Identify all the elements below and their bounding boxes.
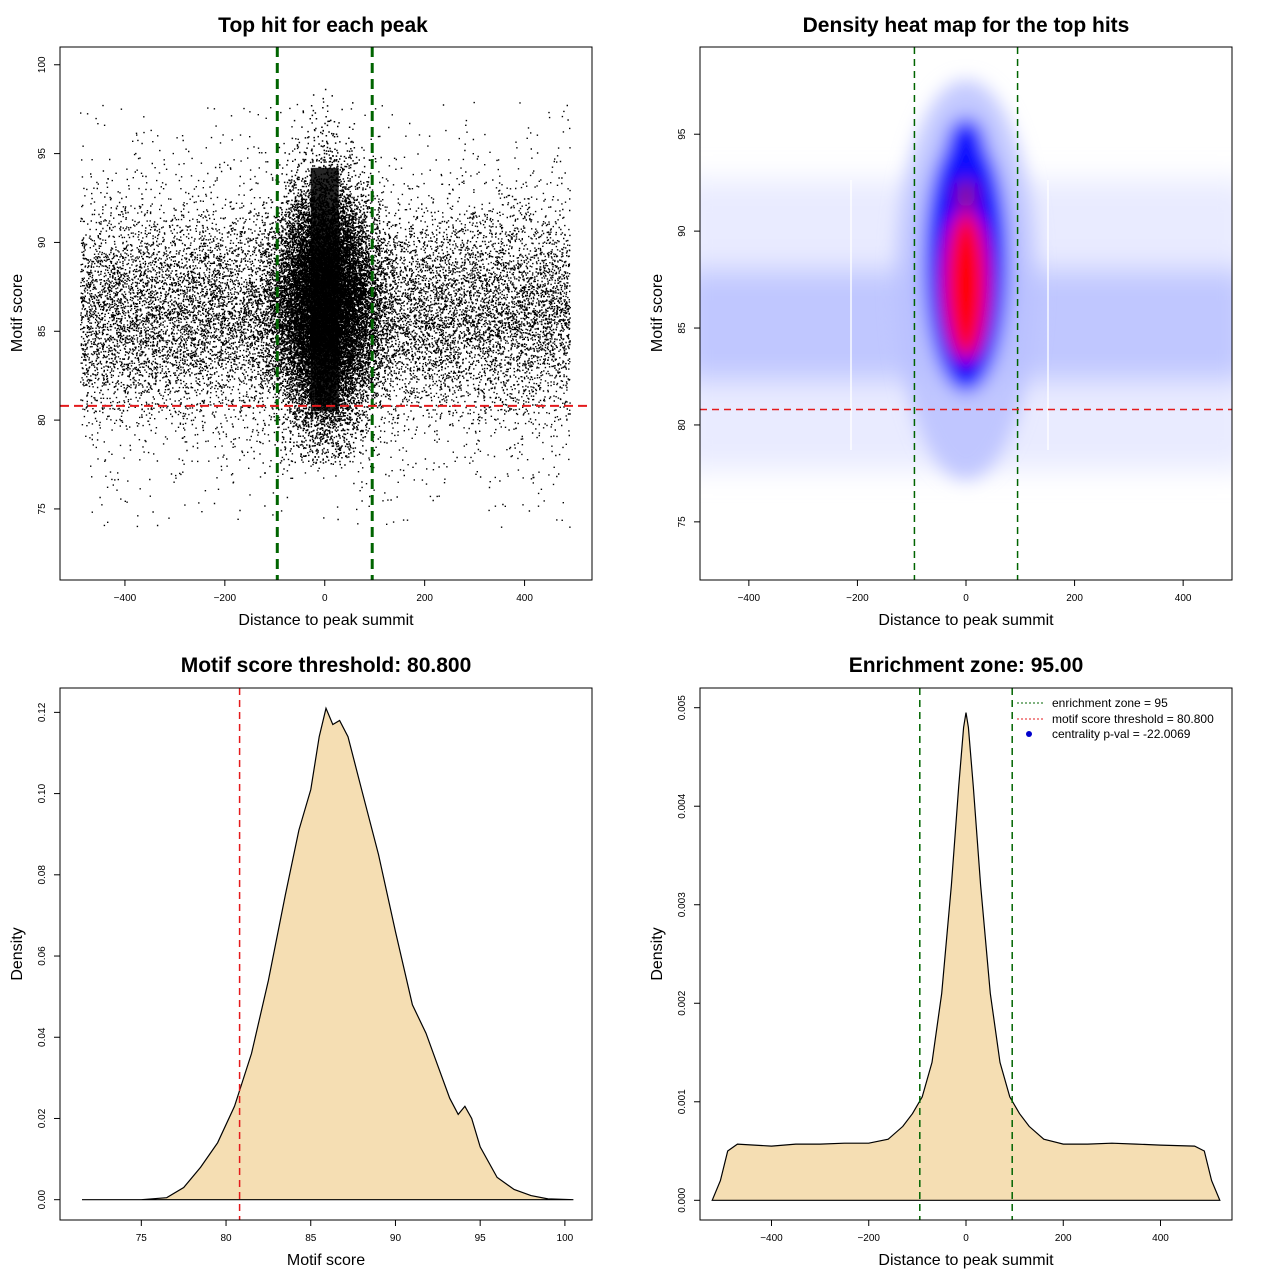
panel-score-density: Motif score threshold: 80.800 75 80 85 90 95… bbox=[9, 654, 593, 1269]
legend-enrichment-zone-label: enrichment zone = 95 bbox=[1052, 696, 1168, 710]
legend-centrality-marker bbox=[1026, 731, 1032, 737]
y-tick-label: 0.00 bbox=[37, 1190, 48, 1210]
y-tick-label: 0.12 bbox=[37, 702, 48, 722]
panel-distance-density: Enrichment zone: 95.00 −400 −200 0 200 400 0… bbox=[649, 654, 1233, 1269]
y-tick-label: 85 bbox=[37, 325, 48, 337]
x-tick-label: 0 bbox=[322, 593, 328, 604]
y-tick-label: 0.10 bbox=[37, 783, 48, 803]
distance-density-x-label: Distance to peak summit bbox=[878, 1252, 1054, 1269]
x-tick-label: 200 bbox=[416, 593, 433, 604]
score-density-y-label: Density bbox=[9, 927, 26, 980]
heatmap-x-label: Distance to peak summit bbox=[878, 612, 1054, 629]
scatter-background-points bbox=[80, 114, 571, 484]
y-tick-label: 0.001 bbox=[677, 1089, 688, 1114]
heatmap-y-ticks: 75 80 85 90 95 bbox=[677, 128, 700, 527]
y-tick-label: 95 bbox=[677, 128, 688, 140]
y-tick-label: 0.002 bbox=[677, 990, 688, 1015]
score-density-area bbox=[82, 706, 574, 1201]
scatter-plot-frame bbox=[59, 46, 593, 581]
y-tick-label: 80 bbox=[677, 419, 688, 431]
x-tick-label: 100 bbox=[557, 1233, 574, 1244]
heatmap-core bbox=[896, 80, 1036, 480]
y-tick-label: 100 bbox=[37, 56, 48, 73]
x-tick-label: 200 bbox=[1066, 593, 1083, 604]
y-tick-label: 85 bbox=[677, 322, 688, 334]
y-tick-label: 0.004 bbox=[677, 793, 688, 818]
distance-density-title: Enrichment zone: 95.00 bbox=[849, 654, 1084, 677]
score-density-x-label: Motif score bbox=[287, 1252, 365, 1269]
score-density-y-ticks: 0.00 0.02 0.04 0.06 0.08 0.10 0.12 bbox=[37, 702, 60, 1209]
scatter-x-ticks: −400 −200 0 200 400 bbox=[114, 580, 533, 604]
heatmap-x-ticks: −400 −200 0 200 400 bbox=[738, 580, 1192, 604]
y-tick-label: 0.02 bbox=[37, 1108, 48, 1128]
distance-density-area bbox=[711, 712, 1221, 1201]
y-tick-label: 90 bbox=[37, 236, 48, 248]
heatmap-title: Density heat map for the top hits bbox=[803, 14, 1130, 37]
scatter-title: Top hit for each peak bbox=[218, 14, 428, 37]
y-tick-label: 0.000 bbox=[677, 1187, 688, 1212]
y-tick-label: 0.04 bbox=[37, 1027, 48, 1047]
legend-threshold-label: motif score threshold = 80.800 bbox=[1052, 712, 1214, 726]
x-tick-label: 90 bbox=[390, 1233, 402, 1244]
legend: enrichment zone = 95 motif score thresho… bbox=[1017, 696, 1214, 741]
score-density-plot-frame bbox=[59, 687, 593, 1221]
score-density-title: Motif score threshold: 80.800 bbox=[181, 654, 472, 677]
x-tick-label: −400 bbox=[738, 593, 761, 604]
x-tick-label: 200 bbox=[1055, 1233, 1072, 1244]
scatter-x-label: Distance to peak summit bbox=[238, 612, 414, 629]
distance-density-y-ticks: 0.000 0.001 0.002 0.003 0.004 0.005 bbox=[677, 695, 700, 1213]
x-tick-label: 75 bbox=[136, 1233, 148, 1244]
x-tick-label: −200 bbox=[214, 593, 237, 604]
y-tick-label: 0.08 bbox=[37, 865, 48, 885]
x-tick-label: 0 bbox=[963, 1233, 969, 1244]
panel-heatmap: Density heat map for the top hits bbox=[649, 14, 1233, 629]
scatter-points bbox=[80, 88, 571, 528]
scatter-dense-core bbox=[310, 167, 339, 412]
x-tick-label: −400 bbox=[760, 1233, 783, 1244]
heatmap-y-label: Motif score bbox=[649, 274, 666, 352]
heatmap-red-core bbox=[944, 210, 988, 360]
x-tick-label: 80 bbox=[220, 1233, 232, 1244]
x-tick-label: 95 bbox=[475, 1233, 487, 1244]
y-tick-label: 0.005 bbox=[677, 695, 688, 720]
x-tick-label: 85 bbox=[305, 1233, 317, 1244]
x-tick-label: 400 bbox=[1152, 1233, 1169, 1244]
heatmap-blue-top bbox=[946, 118, 986, 182]
y-tick-label: 80 bbox=[37, 414, 48, 426]
x-tick-label: 400 bbox=[516, 593, 533, 604]
x-tick-label: −400 bbox=[114, 593, 137, 604]
y-tick-label: 75 bbox=[37, 503, 48, 515]
panel-scatter: Top hit for each peak −400 −200 0 200 400 75… bbox=[9, 14, 593, 629]
legend-centrality-label: centrality p-val = -22.0069 bbox=[1052, 727, 1191, 741]
scatter-y-label: Motif score bbox=[9, 274, 26, 352]
scatter-y-ticks: 75 80 85 90 95 100 bbox=[37, 56, 60, 515]
heatmap-density bbox=[700, 47, 1232, 580]
x-tick-label: −200 bbox=[857, 1233, 880, 1244]
distance-density-x-ticks: −400 −200 0 200 400 bbox=[760, 1220, 1169, 1244]
y-tick-label: 90 bbox=[677, 225, 688, 237]
y-tick-label: 0.06 bbox=[37, 946, 48, 966]
y-tick-label: 95 bbox=[37, 148, 48, 160]
x-tick-label: 400 bbox=[1175, 593, 1192, 604]
x-tick-label: 0 bbox=[963, 593, 969, 604]
distance-density-y-label: Density bbox=[649, 927, 666, 980]
y-tick-label: 75 bbox=[677, 516, 688, 528]
x-tick-label: −200 bbox=[846, 593, 869, 604]
score-density-x-ticks: 75 80 85 90 95 100 bbox=[136, 1220, 574, 1244]
y-tick-label: 0.003 bbox=[677, 892, 688, 917]
heatmap-red-top bbox=[956, 181, 976, 209]
